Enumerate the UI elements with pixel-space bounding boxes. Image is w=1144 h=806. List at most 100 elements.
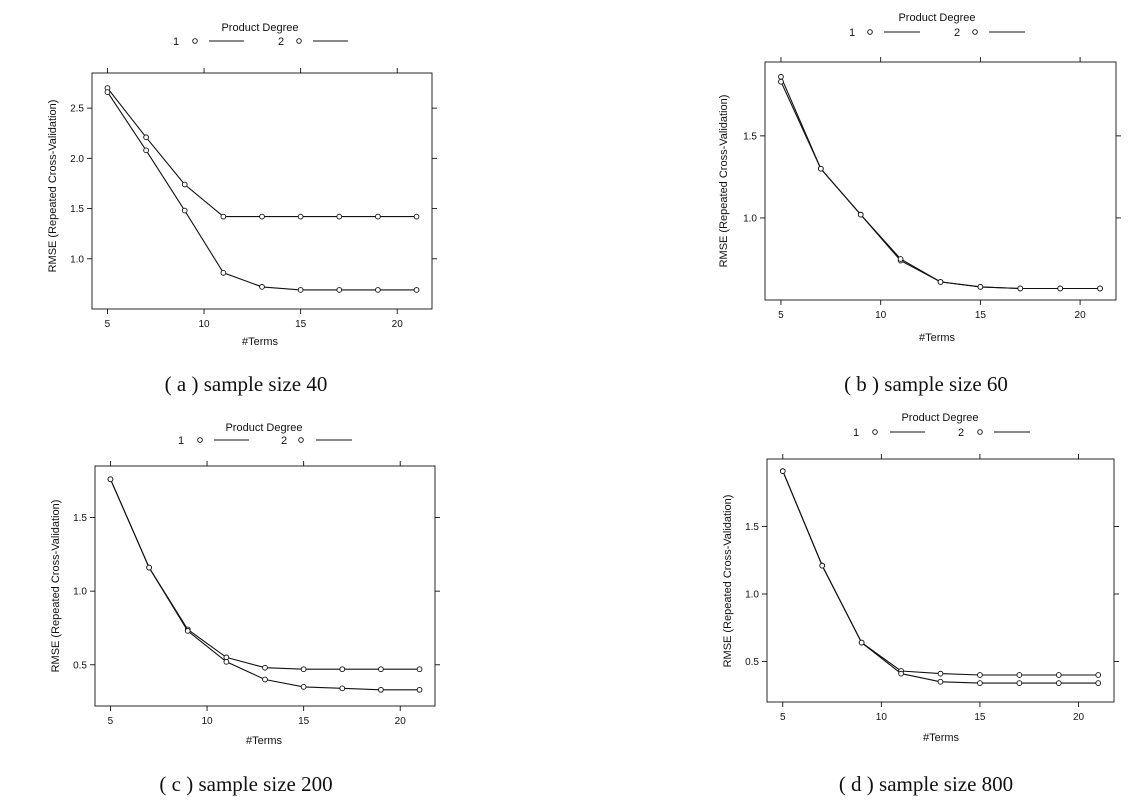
legend-marker-d-2 [977, 429, 983, 435]
legend-label-c-2: 2 [281, 435, 287, 447]
series-line-d-2 [782, 470, 1099, 684]
y-tick-label-a-3: 2.5 [70, 104, 84, 115]
data-point-d-2-7 [1055, 680, 1062, 686]
y-tick-label-b-1: 1.5 [743, 131, 757, 142]
y-tick-label-c-1: 1.0 [73, 587, 87, 598]
legend-title-b: Product Degree [898, 12, 975, 24]
caption-c: ( c ) sample size 200 [159, 772, 332, 796]
series-line-a-1 [107, 87, 417, 218]
legend-label-a-1: 1 [173, 36, 179, 48]
data-point-d-2-6 [1016, 680, 1023, 686]
legend-marker-b-2 [972, 29, 978, 35]
data-point-b-2-7 [1057, 285, 1064, 292]
caption-d: ( d ) sample size 800 [839, 772, 1013, 796]
series-line-d-1 [782, 470, 1099, 676]
data-point-d-2-0 [779, 468, 786, 475]
data-point-a-2-4 [259, 284, 265, 290]
y-tick-label-d-2: 1.5 [745, 522, 759, 533]
data-point-d-2-4 [937, 678, 944, 685]
y-tick-label-d-0: 0.5 [745, 657, 759, 668]
data-point-c-2-2 [184, 628, 191, 634]
data-point-c-2-5 [300, 684, 307, 690]
legend-c: Product Degree 1 2 [178, 422, 352, 447]
data-point-a-2-7 [375, 287, 381, 293]
data-point-d-1-8 [1095, 672, 1102, 678]
x-axis-title-a: #Terms [242, 336, 279, 348]
legend-title-a: Product Degree [221, 22, 298, 34]
legend-label-a-2: 2 [278, 36, 284, 48]
legend-title-c: Product Degree [225, 422, 302, 434]
x-tick-label-b-1: 10 [875, 310, 887, 321]
data-point-d-2-5 [977, 680, 983, 686]
legend-label-b-1: 1 [849, 27, 855, 39]
y-tick-label-c-2: 1.5 [73, 513, 87, 524]
plot-frame-d [766, 458, 1115, 703]
y-ticks-b: 1.0 1.5 [743, 131, 1121, 224]
legend-label-d-1: 1 [853, 427, 859, 439]
caption-a: ( a ) sample size 40 [165, 372, 328, 396]
plot-frame-b [764, 61, 1117, 301]
legend-marker-b-1 [867, 29, 873, 35]
data-point-c-2-7 [378, 686, 384, 693]
panel-b: Product Degree 1 2 5 10 15 20 1.0 1.5 #Terms… [718, 12, 1121, 396]
x-tick-label-b-2: 15 [975, 310, 987, 321]
data-point-c-1-4 [262, 664, 268, 671]
y-tick-label-d-1: 1.0 [745, 590, 759, 601]
x-tick-label-c-2: 15 [298, 716, 310, 727]
y-tick-label-a-0: 1.0 [70, 254, 84, 265]
series-line-a-2 [107, 91, 417, 291]
x-tick-label-a-2: 15 [295, 319, 307, 330]
legend-marker-c-1 [197, 437, 203, 443]
y-ticks-c: 0.5 1.0 1.5 [73, 513, 440, 671]
y-tick-label-a-2: 2.0 [70, 154, 84, 165]
data-point-b-2-3 [897, 256, 904, 262]
data-point-a-1-2 [181, 181, 188, 188]
x-tick-label-a-3: 20 [392, 319, 404, 330]
x-tick-label-d-0: 5 [780, 712, 786, 723]
x-tick-label-d-1: 10 [876, 712, 888, 723]
y-tick-label-b-0: 1.0 [743, 213, 757, 224]
caption-b: ( b ) sample size 60 [844, 372, 1008, 396]
x-tick-label-c-0: 5 [108, 716, 114, 727]
x-tick-label-c-1: 10 [201, 716, 213, 727]
x-ticks-d: 5 10 15 20 [780, 454, 1085, 723]
series-line-c-1 [109, 479, 420, 670]
x-tick-label-b-3: 20 [1075, 310, 1087, 321]
legend-d: Product Degree 1 2 [853, 412, 1030, 439]
y-axis-title-c: RMSE (Repeated Cross-Validation) [50, 500, 62, 673]
data-point-c-2-3 [223, 658, 230, 665]
data-point-a-2-6 [336, 287, 343, 293]
y-ticks-d: 0.5 1.0 1.5 [745, 522, 1119, 668]
data-point-c-2-0 [107, 476, 114, 483]
plot-frame-a [91, 72, 433, 310]
plot-frame-c [94, 465, 436, 707]
data-point-a-1-6 [336, 213, 343, 220]
x-tick-label-a-1: 10 [198, 319, 210, 330]
data-point-b-2-8 [1097, 285, 1103, 292]
data-point-b-2-0 [778, 78, 784, 85]
legend-label-b-2: 2 [954, 27, 960, 39]
x-axis-title-c: #Terms [246, 735, 283, 747]
data-point-a-1-5 [297, 213, 304, 220]
series-c [107, 476, 423, 693]
data-point-b-2-6 [1017, 285, 1024, 292]
data-point-c-1-5 [300, 666, 307, 673]
legend-title-d: Product Degree [901, 412, 978, 424]
x-tick-label-d-2: 15 [974, 712, 986, 723]
data-point-d-2-1 [819, 562, 826, 569]
data-point-c-2-8 [416, 686, 423, 693]
x-tick-label-c-3: 20 [395, 716, 407, 727]
data-point-d-1-7 [1055, 672, 1062, 678]
data-point-d-1-5 [977, 672, 983, 678]
panel-c: Product Degree 1 2 5 10 15 20 0.5 1.0 1.5 #Te… [50, 422, 440, 796]
data-point-d-2-3 [898, 670, 904, 677]
series-line-b-1 [780, 76, 1100, 290]
x-tick-label-d-3: 20 [1073, 712, 1085, 723]
data-point-a-1-7 [375, 213, 381, 220]
legend-b: Product Degree 1 2 [849, 12, 1025, 39]
x-ticks-c: 5 10 15 20 [108, 461, 407, 727]
y-tick-label-a-1: 1.5 [70, 204, 84, 215]
data-point-b-2-4 [937, 279, 944, 285]
data-point-d-1-4 [937, 670, 944, 677]
x-axis-title-b: #Terms [919, 332, 956, 344]
